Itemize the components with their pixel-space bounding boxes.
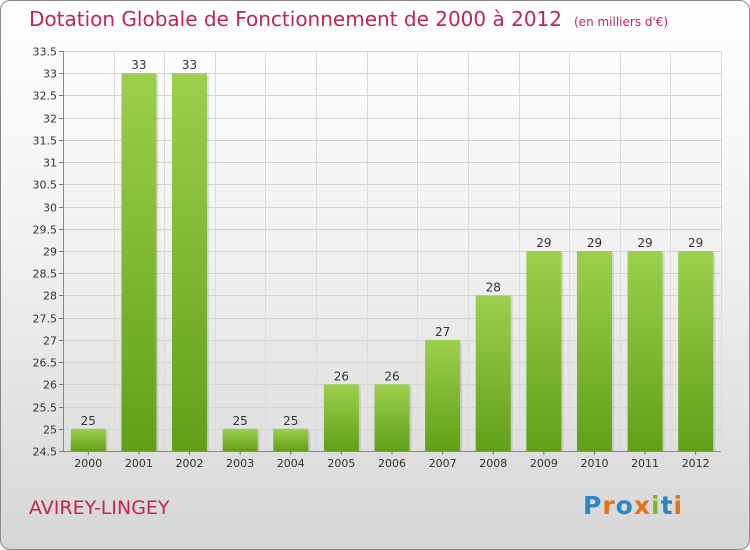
data-label: 29 <box>587 236 602 250</box>
x-tick-label: 2012 <box>682 457 710 470</box>
y-tick-label: 27 <box>43 335 57 348</box>
x-tick-label: 2007 <box>429 457 457 470</box>
y-axis: 24.5 25 25.5 26 26.5 27 27.5 28 28.5 29 29.5 30 30.5… <box>33 46 64 459</box>
data-label: 33 <box>131 58 146 72</box>
data-label: 29 <box>688 236 703 250</box>
logo-letter: x <box>633 491 651 520</box>
y-tick-label: 30 <box>43 202 57 215</box>
logo-letter: i <box>651 491 661 520</box>
bar <box>374 384 410 451</box>
data-label: 27 <box>435 325 450 339</box>
data-label: 26 <box>334 369 349 383</box>
bar <box>475 295 511 451</box>
bar <box>576 251 612 451</box>
bars <box>70 73 716 451</box>
data-label: 26 <box>384 369 399 383</box>
y-tick-label: 30.5 <box>33 179 58 192</box>
x-tick-label: 2010 <box>580 457 608 470</box>
data-label: 29 <box>536 236 551 250</box>
x-tick-label: 2006 <box>378 457 406 470</box>
y-tick-label: 27.5 <box>33 313 58 326</box>
x-tick-label: 2003 <box>226 457 254 470</box>
logo-letter: r <box>602 491 616 520</box>
bar <box>323 384 359 451</box>
y-tick-label: 24.5 <box>33 446 58 459</box>
bar <box>627 251 663 451</box>
y-tick-label: 28.5 <box>33 268 58 281</box>
y-tick-label: 25.5 <box>33 402 58 415</box>
logo-letter: i <box>673 491 684 520</box>
y-tick-label: 29 <box>43 246 57 259</box>
unit-text: (en milliers d'€) <box>574 15 669 29</box>
y-tick-label: 31.5 <box>33 135 58 148</box>
bar <box>121 73 157 451</box>
x-tick-label: 2002 <box>176 457 204 470</box>
logo-letter: P <box>583 491 603 520</box>
x-axis: 2000 2001 2002 2003 2004 2005 2006 2007 2008 2009… <box>63 451 721 470</box>
x-tick-label: 2000 <box>74 457 102 470</box>
x-tick-label: 2008 <box>479 457 507 470</box>
y-tick-label: 31 <box>43 157 57 170</box>
bar <box>172 73 208 451</box>
bar <box>222 428 258 451</box>
bar <box>273 428 309 451</box>
x-tick-label: 2011 <box>631 457 659 470</box>
bar <box>70 428 106 451</box>
y-tick-label: 32.5 <box>33 90 58 103</box>
data-label: 33 <box>182 58 197 72</box>
x-tick-label: 2004 <box>277 457 305 470</box>
logo-letter: t <box>660 491 674 520</box>
y-tick-label: 29.5 <box>33 224 58 237</box>
y-tick-label: 28 <box>43 290 57 303</box>
data-labels: 25 33 33 25 25 26 26 27 28 29 29 29 29 <box>81 58 704 428</box>
data-label: 29 <box>637 236 652 250</box>
commune-name: AVIREY-LINGEY <box>29 497 170 519</box>
y-tick-label: 32 <box>43 113 57 126</box>
x-tick-label: 2001 <box>125 457 153 470</box>
x-tick-label: 2009 <box>530 457 558 470</box>
chart-title: Dotation Globale de Fonctionnement de 20… <box>29 7 668 31</box>
y-tick-label: 25 <box>43 424 57 437</box>
y-tick-label: 26.5 <box>33 357 58 370</box>
bar <box>526 251 562 451</box>
data-label: 25 <box>233 414 248 428</box>
y-tick-label: 33 <box>43 68 57 81</box>
data-label: 28 <box>486 280 501 294</box>
proxiti-logo: Proxiti <box>583 491 683 520</box>
bar <box>678 251 714 451</box>
bar <box>425 339 461 451</box>
title-text: Dotation Globale de Fonctionnement de 20… <box>29 7 562 31</box>
data-label: 25 <box>283 414 298 428</box>
logo-letter: o <box>615 491 634 520</box>
data-label: 25 <box>81 414 96 428</box>
y-tick-label: 26 <box>43 379 57 392</box>
x-tick-label: 2005 <box>327 457 355 470</box>
y-tick-label: 33.5 <box>33 46 58 59</box>
